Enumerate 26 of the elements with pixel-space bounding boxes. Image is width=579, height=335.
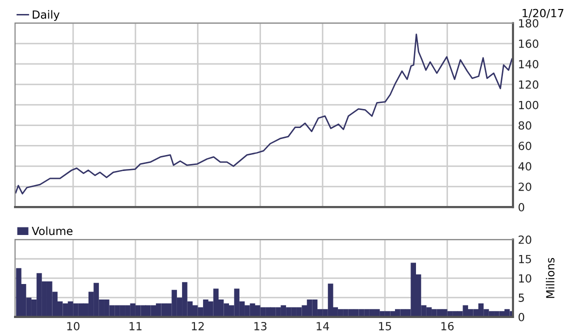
y-tick-label: 180 <box>519 19 538 28</box>
y-tick-label: 40 <box>518 162 532 171</box>
y-tick-label: 5 <box>518 294 524 302</box>
y-tick-label: 120 <box>519 80 538 89</box>
y-tick-label: 60 <box>518 142 532 150</box>
y-tick-label: 0 <box>518 203 524 212</box>
text: 1/20/17 <box>522 8 564 18</box>
x-tick-label: 10 <box>67 322 80 330</box>
y-tick-label: 140 <box>519 60 538 68</box>
x-tick-label: 13 <box>254 322 266 330</box>
y-tick-label: 100 <box>519 100 538 110</box>
y-tick-label: 15 <box>519 254 532 264</box>
x-tick-label: 12 <box>192 322 204 330</box>
y-tick-label: 80 <box>518 121 532 130</box>
x-tick-label: 11 <box>130 322 142 330</box>
y-tick-label: 10 <box>519 274 532 283</box>
x-tick-label: 15 <box>379 322 392 330</box>
y-tick-label: 20 <box>518 236 532 244</box>
x-tick-label: 14 <box>316 322 330 330</box>
legend-label: Volume <box>32 226 72 236</box>
legend-label: Daily <box>32 10 60 21</box>
y-tick-label: 20 <box>518 182 532 191</box>
y2-axis-title: Millions <box>546 258 554 298</box>
y-tick-label: 160 <box>519 40 538 48</box>
x-tick-label: 16 <box>441 322 454 330</box>
y-tick-label: 0 <box>518 312 524 322</box>
